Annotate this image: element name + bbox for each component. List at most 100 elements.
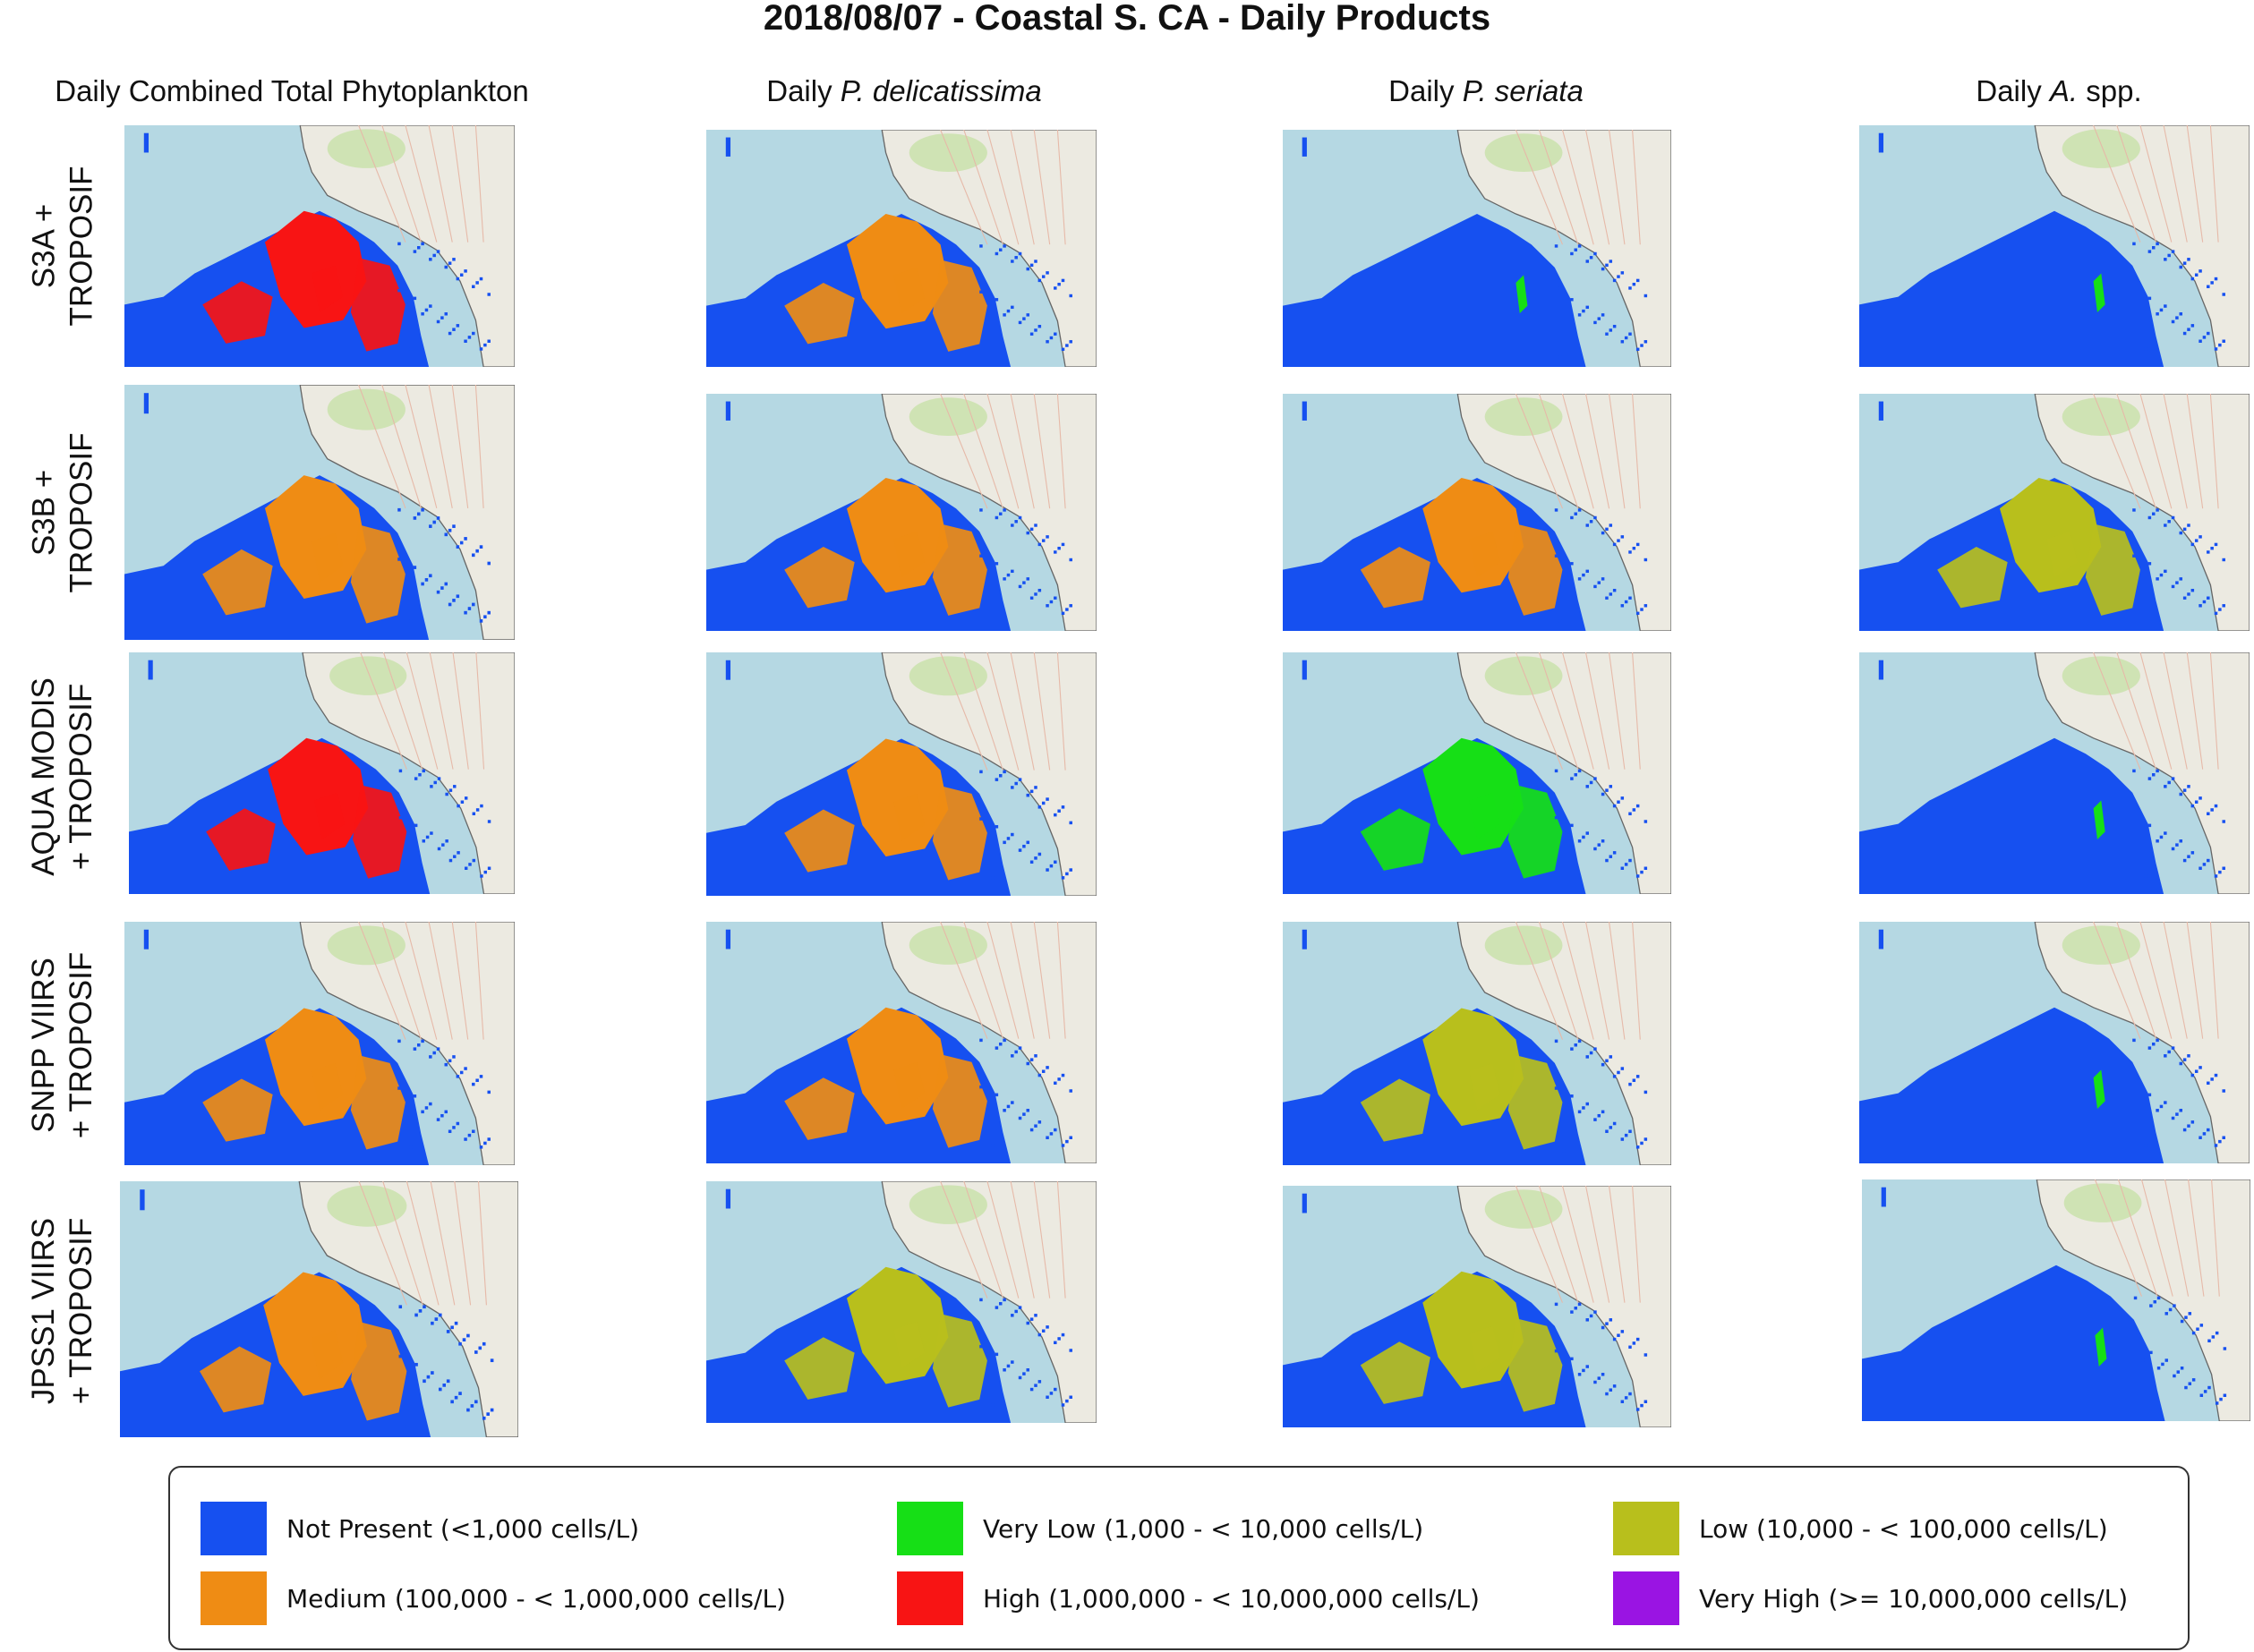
road-line bbox=[1056, 394, 1066, 509]
pixel-speck bbox=[1011, 832, 1014, 837]
class-patch bbox=[846, 214, 949, 329]
pixel-speck bbox=[423, 1305, 426, 1309]
pixel-speck bbox=[2179, 577, 2183, 581]
pixel-speck bbox=[2132, 508, 2136, 512]
pixel-speck bbox=[1617, 539, 1620, 542]
pixel-speck bbox=[439, 1313, 442, 1317]
class-patch bbox=[1422, 1008, 1524, 1127]
class-patch bbox=[263, 1272, 367, 1396]
pixel-speck bbox=[1054, 860, 1057, 864]
pixel-speck bbox=[1061, 347, 1065, 352]
pixel-speck bbox=[1570, 1047, 1574, 1051]
road-line bbox=[2139, 652, 2173, 770]
pixel-speck bbox=[398, 815, 403, 820]
pixel-speck bbox=[986, 615, 991, 619]
pixel-speck bbox=[421, 582, 424, 586]
pixel-speck bbox=[475, 808, 480, 812]
pixel-speck bbox=[1605, 332, 1609, 336]
pixel-speck bbox=[1574, 1043, 1577, 1047]
class-patch bbox=[200, 1346, 272, 1413]
pixel-speck bbox=[487, 820, 491, 823]
pixel-speck bbox=[466, 1333, 470, 1338]
road-line bbox=[1515, 130, 1563, 245]
row-label-text: S3A + TROPOSIF bbox=[26, 166, 98, 327]
road-line bbox=[452, 652, 469, 770]
pixel-speck bbox=[979, 1298, 983, 1302]
pixel-speck bbox=[1061, 278, 1065, 283]
pixel-speck bbox=[991, 611, 995, 616]
road-line bbox=[2094, 1179, 2142, 1297]
class-patch bbox=[932, 1054, 987, 1148]
pixel-speck bbox=[472, 331, 475, 336]
map-svg bbox=[1283, 652, 1671, 894]
vegetation-area bbox=[909, 1185, 987, 1224]
road-line bbox=[1632, 394, 1641, 509]
pixel-speck bbox=[1061, 1073, 1065, 1077]
pixel-speck bbox=[1034, 260, 1037, 263]
pixel-speck bbox=[979, 1344, 983, 1349]
pixel-speck bbox=[1554, 244, 1558, 248]
pixel-speck bbox=[1612, 804, 1617, 808]
pixel-speck bbox=[983, 1341, 987, 1345]
pixel-speck bbox=[397, 242, 401, 246]
pixel-speck bbox=[456, 594, 460, 599]
pixel-speck bbox=[482, 1416, 486, 1420]
pixel-speck bbox=[1049, 1132, 1054, 1136]
map-svg bbox=[1859, 125, 2250, 367]
pixel-speck bbox=[1069, 1395, 1072, 1399]
road-line bbox=[1584, 652, 1610, 770]
road-line bbox=[429, 652, 454, 770]
pixel-speck bbox=[1554, 554, 1558, 558]
pixel-speck bbox=[456, 1075, 460, 1078]
pixel-speck bbox=[401, 627, 406, 631]
pixel-speck bbox=[1585, 260, 1589, 263]
pixel-speck bbox=[1609, 1388, 1613, 1392]
pixel-speck bbox=[1041, 1329, 1046, 1333]
pixel-speck bbox=[1566, 1145, 1570, 1149]
pixel-speck bbox=[1585, 831, 1589, 835]
map-svg bbox=[1283, 1186, 1671, 1427]
pixel-speck bbox=[1605, 596, 1609, 600]
pixel-speck bbox=[1570, 777, 1574, 780]
pixel-speck bbox=[1041, 1069, 1046, 1073]
pixel-speck bbox=[1577, 244, 1582, 248]
pixel-speck bbox=[2199, 535, 2202, 539]
vegetation-area bbox=[327, 1185, 407, 1227]
pixel-speck bbox=[1065, 1139, 1069, 1144]
island-marker bbox=[140, 1189, 145, 1211]
pixel-speck bbox=[1628, 286, 1632, 290]
pixel-speck bbox=[1554, 1086, 1558, 1090]
pixel-speck bbox=[452, 599, 456, 602]
pixel-speck bbox=[1617, 800, 1620, 804]
pixel-speck bbox=[2219, 1397, 2223, 1401]
pixel-speck bbox=[2176, 1370, 2181, 1374]
land-area bbox=[2034, 125, 2250, 367]
island-marker bbox=[725, 1188, 731, 1209]
pixel-speck bbox=[2144, 611, 2147, 616]
pixel-speck bbox=[2202, 1132, 2207, 1136]
pixel-speck bbox=[472, 285, 475, 289]
pixel-speck bbox=[2139, 569, 2144, 574]
pixel-speck bbox=[410, 1416, 414, 1420]
pixel-speck bbox=[1601, 839, 1605, 843]
pixel-speck bbox=[983, 550, 987, 554]
pixel-speck bbox=[2139, 615, 2144, 619]
pixel-speck bbox=[472, 602, 475, 607]
class-not-present-area bbox=[1859, 737, 2164, 894]
road-line bbox=[963, 652, 1003, 771]
pixel-speck bbox=[1593, 1380, 1597, 1384]
pixel-speck bbox=[1022, 317, 1026, 320]
pixel-speck bbox=[464, 610, 467, 615]
pixel-speck bbox=[1061, 542, 1065, 547]
pixel-speck bbox=[1585, 1318, 1589, 1322]
pixel-speck bbox=[1589, 256, 1593, 260]
pixel-speck bbox=[1037, 852, 1042, 856]
pixel-speck bbox=[2171, 250, 2175, 253]
pixel-speck bbox=[406, 1371, 410, 1375]
pixel-speck bbox=[1037, 1120, 1042, 1124]
pixel-speck bbox=[479, 1145, 483, 1149]
road-line bbox=[2209, 125, 2219, 243]
pixel-speck bbox=[2187, 258, 2190, 261]
pixel-speck bbox=[486, 1412, 490, 1417]
road-line bbox=[986, 394, 1020, 509]
